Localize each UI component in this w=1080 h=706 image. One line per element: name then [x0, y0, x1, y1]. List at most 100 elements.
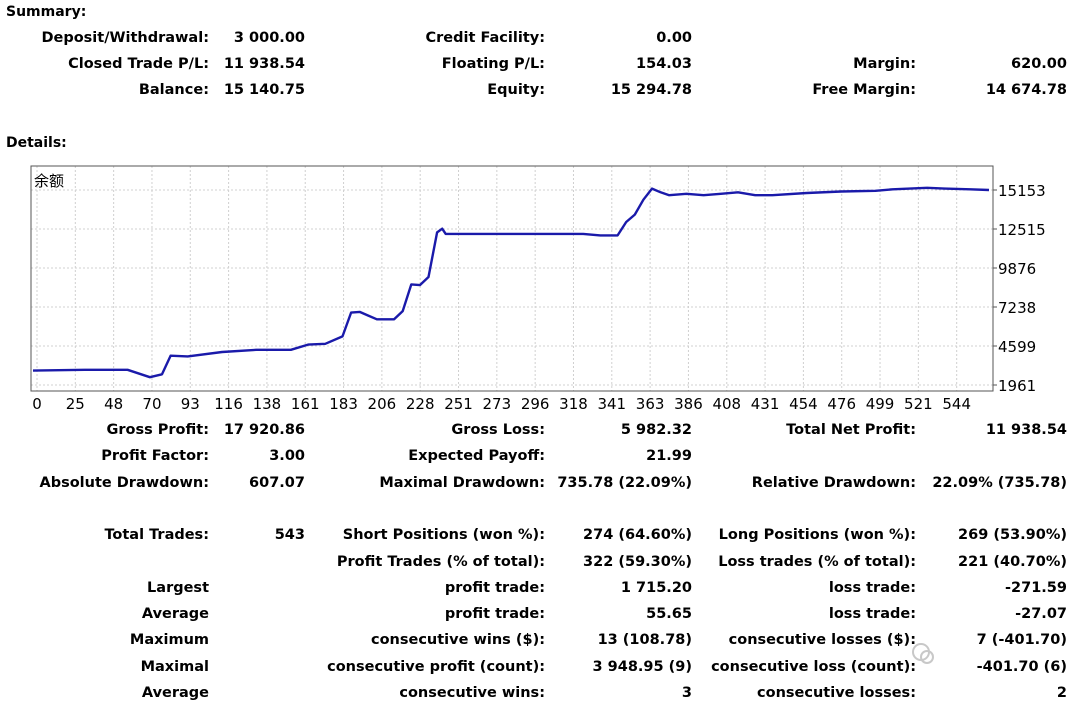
- details-label-b: profit trade:: [444, 579, 545, 596]
- details-label-b: consecutive profit (count):: [327, 658, 545, 675]
- x-tick-label: 183: [329, 395, 358, 413]
- x-tick-label: 138: [253, 395, 282, 413]
- chart-grid: [31, 166, 993, 391]
- details-value-b: 322 (59.30%): [583, 553, 692, 570]
- details-label-c: Long Positions (won %):: [718, 527, 916, 544]
- summary-heading: Summary:: [6, 4, 87, 20]
- details-label-c: Loss trades (% of total):: [718, 553, 916, 570]
- x-tick-label: 48: [104, 395, 123, 413]
- summary-row: Deposit/Withdrawal: 3 000.00 Credit Facili…: [0, 25, 1080, 51]
- summary-label-b: Equity:: [487, 82, 545, 98]
- summary-value-b: 0.00: [656, 30, 692, 46]
- x-tick-label: 25: [66, 395, 85, 413]
- details-label-b: profit trade:: [444, 606, 545, 623]
- x-tick-label: 93: [181, 395, 200, 413]
- x-tick-label: 251: [444, 395, 473, 413]
- details-value-c: -401.70 (6): [976, 658, 1067, 675]
- details-label-a: Average: [141, 606, 209, 623]
- details-value-b: 13 (108.78): [597, 632, 692, 649]
- summary-label-b: Floating P/L:: [441, 56, 545, 72]
- details-label-a: Maximal: [140, 658, 209, 675]
- x-tick-label: 70: [142, 395, 161, 413]
- summary-row: Balance: 15 140.75 Equity: 15 294.78 Free Ma…: [0, 77, 1080, 103]
- x-tick-label: 318: [559, 395, 588, 413]
- details-label-a: Maximum: [129, 632, 209, 649]
- details-label-b: consecutive wins:: [399, 685, 545, 701]
- details-value-b: 3 948.95 (9): [592, 658, 692, 675]
- x-tick-label: 206: [368, 395, 397, 413]
- details-label-a: Total Trades:: [104, 527, 209, 544]
- details-label-b: Profit Trades (% of total):: [336, 553, 545, 570]
- details-value-a: 17 920.86: [223, 422, 305, 438]
- details-label-a: Absolute Drawdown:: [39, 474, 209, 491]
- details-value-b: 735.78 (22.09%): [557, 474, 692, 491]
- details-value-c: 269 (53.90%): [958, 527, 1067, 544]
- details-value-c: -271.59: [1005, 579, 1067, 596]
- details-label-c: Total Net Profit:: [786, 422, 916, 438]
- summary-value-a: 15 140.75: [223, 82, 305, 98]
- watermark: [910, 636, 1070, 672]
- chart-title: 余额: [34, 172, 64, 190]
- x-tick-label: 116: [214, 395, 243, 413]
- details-value-a: 3.00: [269, 448, 305, 465]
- details-row: Profit Factor: 3.00 Expected Payoff: 21.99: [0, 443, 1080, 469]
- summary-label-c: Free Margin:: [812, 82, 916, 98]
- y-tick-label: 12515: [998, 221, 1046, 239]
- details-label-c: consecutive loss (count):: [711, 658, 916, 675]
- x-tick-label: 476: [827, 395, 856, 413]
- details-row: Average consecutive wins: 3 consecutive los…: [0, 680, 1080, 706]
- details-value-c: 11 938.54: [985, 422, 1067, 438]
- x-tick-label: 341: [597, 395, 626, 413]
- summary-value-b: 154.03: [636, 56, 692, 72]
- details-value-b: 1 715.20: [620, 579, 692, 596]
- details-row: Maximum consecutive wins ($): 13 (108.78) c…: [0, 627, 1080, 653]
- summary-value-c: 620.00: [1011, 56, 1067, 72]
- summary-value-a: 3 000.00: [233, 30, 305, 46]
- details-row: [0, 496, 1080, 522]
- x-axis-ticks: 0 25 48 70 93 116 138 161 183 206 228 251 273 296 318 3…: [32, 395, 971, 413]
- x-tick-label: 544: [942, 395, 971, 413]
- details-value-c: 22.09% (735.78): [932, 474, 1067, 491]
- summary-value-a: 11 938.54: [223, 56, 305, 72]
- details-value-a: 543: [274, 527, 305, 544]
- x-tick-label: 161: [291, 395, 320, 413]
- chat-bubble-icon: [912, 643, 934, 664]
- details-row: Average profit trade: 55.65 loss trade: -27.…: [0, 601, 1080, 627]
- balance-chart: 余额 0 25 48 70 93 116 138 161 183 206 228 251 273 296 3…: [30, 165, 1046, 413]
- details-value-b: 55.65: [646, 606, 692, 623]
- y-tick-label: 4599: [998, 338, 1036, 356]
- y-tick-label: 9876: [998, 260, 1036, 278]
- x-tick-label: 431: [751, 395, 780, 413]
- x-tick-label: 228: [406, 395, 435, 413]
- details-label-b: consecutive wins ($):: [370, 632, 545, 649]
- details-label-c: consecutive losses ($):: [728, 632, 916, 649]
- summary-row: Closed Trade P/L: 11 938.54 Floating P/L: 1…: [0, 51, 1080, 77]
- details-label-a: Average: [141, 685, 209, 701]
- details-row: Absolute Drawdown: 607.07 Maximal Drawdown…: [0, 470, 1080, 496]
- summary-value-c: 14 674.78: [985, 82, 1067, 98]
- x-tick-label: 363: [636, 395, 665, 413]
- x-tick-label: 296: [521, 395, 550, 413]
- x-tick-label: 273: [483, 395, 512, 413]
- details-row: Profit Trades (% of total): 322 (59.30%) L…: [0, 549, 1080, 575]
- chart-plot-frame: [30, 165, 994, 392]
- details-value-b: 5 982.32: [620, 422, 692, 438]
- summary-label-c: Margin:: [853, 56, 916, 72]
- x-tick-label: 499: [866, 395, 895, 413]
- details-row: Largest profit trade: 1 715.20 loss trade: -…: [0, 575, 1080, 601]
- details-value-b: 21.99: [646, 448, 692, 465]
- y-tick-label: 7238: [998, 299, 1036, 317]
- summary-label-b: Credit Facility:: [425, 30, 545, 46]
- details-label-a: Largest: [147, 579, 209, 596]
- balance-series-line: [32, 186, 990, 379]
- x-tick-label: 521: [904, 395, 933, 413]
- details-row: Gross Profit: 17 920.86 Gross Loss: 5 982.3…: [0, 417, 1080, 443]
- details-label-c: loss trade:: [828, 606, 916, 623]
- details-label-b: Expected Payoff:: [408, 448, 545, 465]
- details-value-c: -27.07: [1015, 606, 1067, 623]
- details-value-b: 274 (64.60%): [583, 527, 692, 544]
- summary-label-a: Deposit/Withdrawal:: [41, 30, 209, 46]
- y-tick-label: 1961: [998, 377, 1036, 395]
- summary-value-b: 15 294.78: [610, 82, 692, 98]
- details-label-a: Gross Profit:: [106, 422, 209, 438]
